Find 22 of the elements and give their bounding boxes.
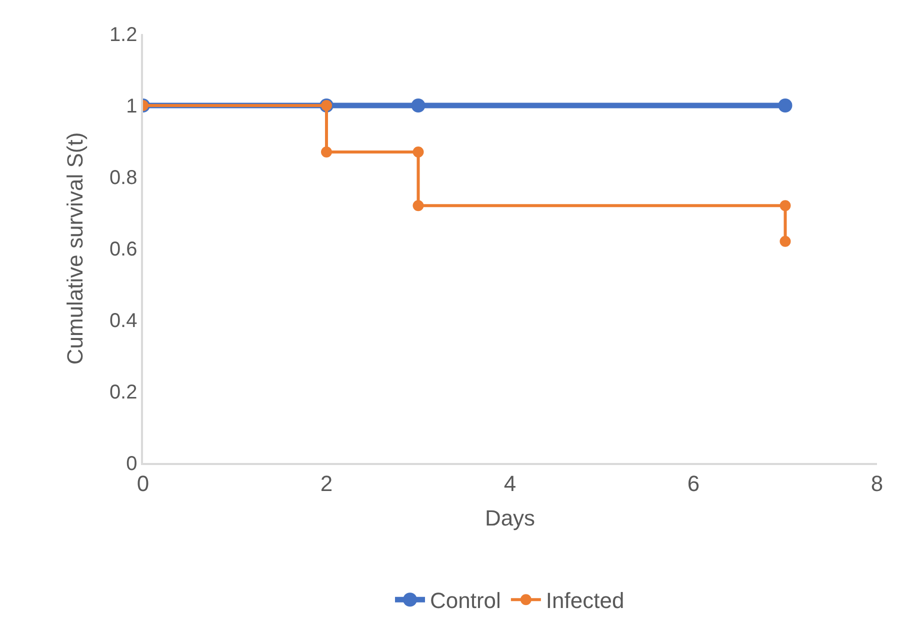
x-tick-label: 4 xyxy=(504,471,516,496)
point xyxy=(780,200,791,212)
x-tick-label: 8 xyxy=(870,471,884,496)
legend-label: Control xyxy=(430,588,501,614)
x-tick-label: 6 xyxy=(687,471,700,496)
x-axis-title: Days xyxy=(484,506,536,531)
y-tick-label: 0 xyxy=(126,453,138,475)
x-tick-label: 2 xyxy=(320,471,333,496)
point xyxy=(321,146,332,158)
y-tick-label: 0.4 xyxy=(109,310,138,332)
y-tick-label: 0.2 xyxy=(109,382,138,404)
y-tick-label: 1 xyxy=(126,96,138,118)
point xyxy=(778,98,792,112)
legend-label: Infected xyxy=(546,588,624,614)
y-tick-label: 0.8 xyxy=(109,167,138,189)
point xyxy=(412,146,424,158)
y-tick-label: 0.6 xyxy=(109,238,138,260)
point xyxy=(412,200,424,212)
point xyxy=(780,236,791,247)
point xyxy=(411,98,426,112)
y-tick-label: 1.2 xyxy=(109,24,138,46)
y-axis-title: Cumulative survival S(t) xyxy=(62,132,88,365)
